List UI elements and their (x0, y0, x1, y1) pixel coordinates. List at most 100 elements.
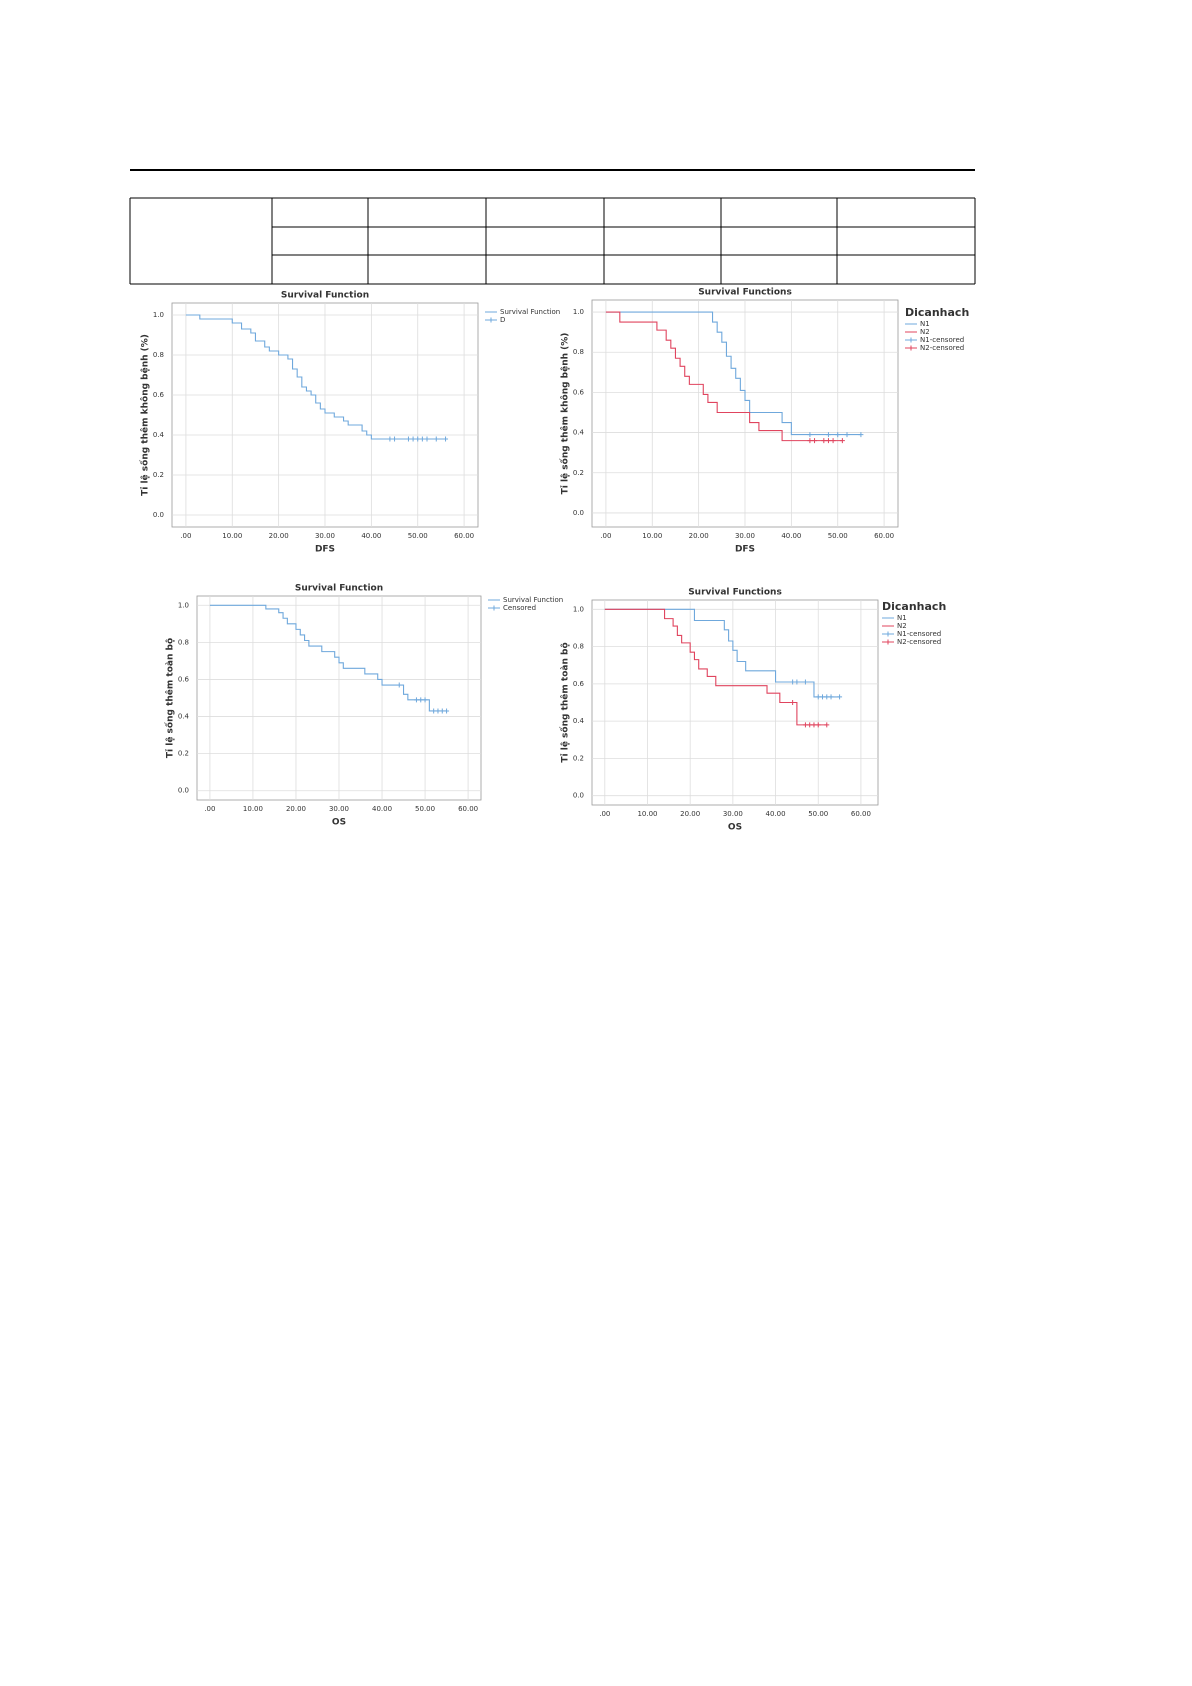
censor-mark (824, 722, 830, 728)
y-tick-label: 1.0 (153, 311, 164, 319)
y-tick-label: 0.0 (573, 792, 584, 800)
y-tick-label: 0.4 (178, 713, 190, 721)
censor-mark (830, 438, 836, 444)
x-tick-label: 30.00 (315, 532, 335, 540)
censor-mark (811, 722, 817, 728)
x-tick-label: 10.00 (243, 805, 263, 813)
y-tick-label: 1.0 (573, 308, 584, 316)
x-tick-label: .00 (180, 532, 191, 540)
legend-label: Survival Function (503, 596, 563, 604)
x-tick-label: 50.00 (828, 532, 848, 540)
censor-mark (790, 679, 796, 685)
censor-mark (802, 679, 808, 685)
legend-title: Dicanhach (882, 600, 946, 613)
y-tick-label: 0.2 (153, 471, 164, 479)
x-axis-label: OS (728, 823, 742, 833)
survival-curve (605, 311, 861, 436)
x-tick-label: 10.00 (642, 532, 662, 540)
censor-mark (419, 436, 425, 442)
y-axis-label: Tỉ lệ sống thêm không bệnh (%) (560, 333, 571, 495)
chart: .00 10.00 20.00 30.00 40.00 50.00 60.00 0.0 0.2 0… (140, 291, 561, 555)
y-tick-label: 0.6 (153, 391, 165, 399)
censor-mark (794, 679, 800, 685)
chart: .00 10.00 20.00 30.00 40.00 50.00 60.00 0.0 0.2 0… (165, 584, 564, 828)
censor-mark (790, 700, 796, 705)
legend-title: Dicanhach (905, 306, 969, 319)
x-tick-label: 40.00 (766, 810, 786, 818)
censor-mark (825, 438, 831, 444)
chart: .00 10.00 20.00 30.00 40.00 50.00 60.00 0.0 0.2 0… (560, 588, 947, 833)
legend-label: N1 (897, 614, 907, 622)
censor-mark (821, 438, 827, 444)
y-tick-label: 0.0 (178, 787, 189, 795)
x-tick-label: 60.00 (851, 810, 871, 818)
x-tick-label: 50.00 (415, 805, 435, 813)
legend-label: N1-censored (897, 630, 941, 638)
survival-curve (604, 608, 840, 698)
censor-mark (812, 438, 818, 444)
x-tick-label: 30.00 (723, 810, 743, 818)
x-tick-label: 50.00 (808, 810, 828, 818)
censor-mark (807, 438, 813, 444)
censor-mark (418, 697, 424, 703)
x-tick-label: 30.00 (329, 805, 349, 813)
censor-mark (820, 694, 826, 700)
legend-label: Censored (503, 604, 536, 612)
x-tick-label: 40.00 (372, 805, 392, 813)
legend-label: D (500, 316, 505, 324)
x-tick-label: .00 (599, 810, 610, 818)
censor-mark (387, 436, 393, 442)
legend-label: N1 (920, 320, 930, 328)
legend-label: Survival Function (500, 308, 560, 316)
censor-mark (802, 722, 808, 728)
x-tick-label: 30.00 (735, 532, 755, 540)
censor-mark (807, 432, 813, 438)
y-tick-label: 0.2 (573, 754, 584, 762)
censor-mark (815, 694, 821, 700)
y-tick-label: 0.6 (178, 675, 190, 683)
y-tick-label: 0.6 (573, 388, 585, 396)
censor-mark (433, 436, 439, 442)
censor-mark (824, 694, 830, 700)
chart-title: Survival Functions (688, 588, 782, 598)
y-tick-label: 1.0 (178, 601, 189, 609)
censor-mark (422, 697, 428, 703)
y-tick-label: 1.0 (573, 605, 584, 613)
censor-mark (413, 697, 419, 703)
censor-mark (410, 436, 416, 442)
x-tick-label: 40.00 (361, 532, 381, 540)
x-tick-label: 20.00 (286, 805, 306, 813)
y-tick-label: 0.2 (178, 750, 189, 758)
table (129, 197, 976, 285)
censor-mark (443, 436, 449, 442)
y-tick-label: 0.4 (153, 431, 165, 439)
y-axis-label: Tỉ lệ sống thêm toàn bộ (165, 638, 176, 758)
x-tick-label: .00 (204, 805, 215, 813)
y-tick-label: 0.2 (573, 469, 584, 477)
censor-mark (396, 682, 402, 688)
x-tick-label: 20.00 (689, 532, 709, 540)
censor-mark (839, 438, 845, 444)
censor-mark (835, 432, 841, 438)
survival-curve (605, 311, 843, 442)
x-tick-label: 60.00 (458, 805, 478, 813)
censor-mark (815, 722, 821, 728)
censor-mark (415, 436, 421, 442)
x-tick-label: .00 (600, 532, 611, 540)
censor-mark (844, 432, 850, 438)
censor-mark (444, 708, 450, 714)
x-tick-label: 20.00 (269, 532, 289, 540)
y-axis-label: Tỉ lệ sống thêm toàn bộ (560, 642, 571, 762)
x-tick-label: 10.00 (637, 810, 657, 818)
censor-mark (435, 708, 441, 714)
y-axis-label: Tỉ lệ sống thêm không bệnh (%) (140, 334, 151, 496)
x-tick-label: 50.00 (408, 532, 428, 540)
y-tick-label: 0.8 (573, 643, 584, 651)
y-tick-label: 0.4 (573, 429, 585, 437)
y-tick-label: 0.8 (573, 348, 584, 356)
censor-mark (807, 722, 813, 728)
x-tick-label: 40.00 (781, 532, 801, 540)
x-axis-label: DFS (735, 545, 755, 555)
censor-mark (392, 436, 398, 442)
censor-mark (431, 708, 437, 714)
